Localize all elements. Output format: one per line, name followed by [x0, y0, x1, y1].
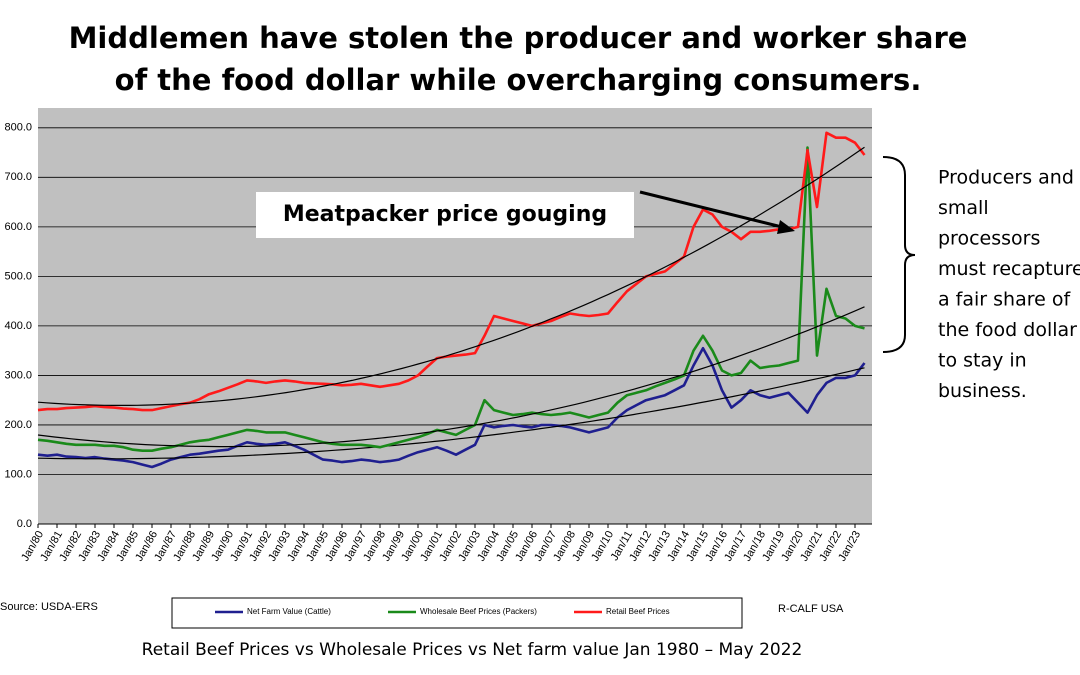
y-tick-label: 500.0 [4, 270, 32, 282]
trend-line [37, 367, 865, 460]
y-tick-label: 0.0 [17, 518, 32, 530]
side-note-line: small [938, 197, 989, 219]
legend-items: Net Farm Value (Cattle) Wholesale Beef Pr… [215, 607, 670, 616]
y-tick-label: 200.0 [4, 419, 32, 431]
plot [37, 127, 872, 525]
y-tick-label: 100.0 [4, 468, 32, 480]
series-line [37, 131, 866, 412]
chart-title: Middlemen have stolen the producer and w… [69, 21, 968, 55]
legend-label: Retail Beef Prices [606, 607, 670, 616]
arrow-head [777, 220, 795, 234]
side-note-line: a fair share of [938, 289, 1071, 311]
annotation: Meatpacker price gouging [283, 202, 607, 227]
legend-label: Net Farm Value (Cattle) [247, 607, 331, 616]
source: Source: USDA-ERS [0, 601, 98, 613]
credit: R-CALF USA [778, 603, 844, 615]
trend-line [37, 146, 865, 406]
side-note-line: the food dollar [938, 319, 1077, 341]
y-tick-label: 800.0 [4, 122, 32, 134]
y-tick-label: 700.0 [4, 171, 32, 183]
caption: Retail Beef Prices vs Wholesale Prices v… [142, 640, 803, 660]
side-note-line: processors [938, 228, 1040, 250]
arrow [639, 190, 787, 230]
side-note: Producers and small processors must recaptu… [938, 167, 1080, 403]
legend-label: Wholesale Beef Prices (Packers) [420, 607, 537, 616]
side-note-line: business. [938, 380, 1027, 402]
side-note-line: Producers and [938, 167, 1074, 189]
bracket [882, 156, 916, 353]
side-note-line: to stay in [938, 350, 1027, 372]
side-note-line: must recapture [938, 258, 1080, 280]
y-tick-label: 300.0 [4, 369, 32, 381]
y-tick-label: 400.0 [4, 320, 32, 332]
annotation-box [256, 192, 634, 238]
chart-title: of the food dollar while overcharging co… [115, 63, 922, 97]
legend [171, 597, 743, 629]
trend-line [37, 306, 865, 448]
y-tick-label: 600.0 [4, 221, 32, 233]
